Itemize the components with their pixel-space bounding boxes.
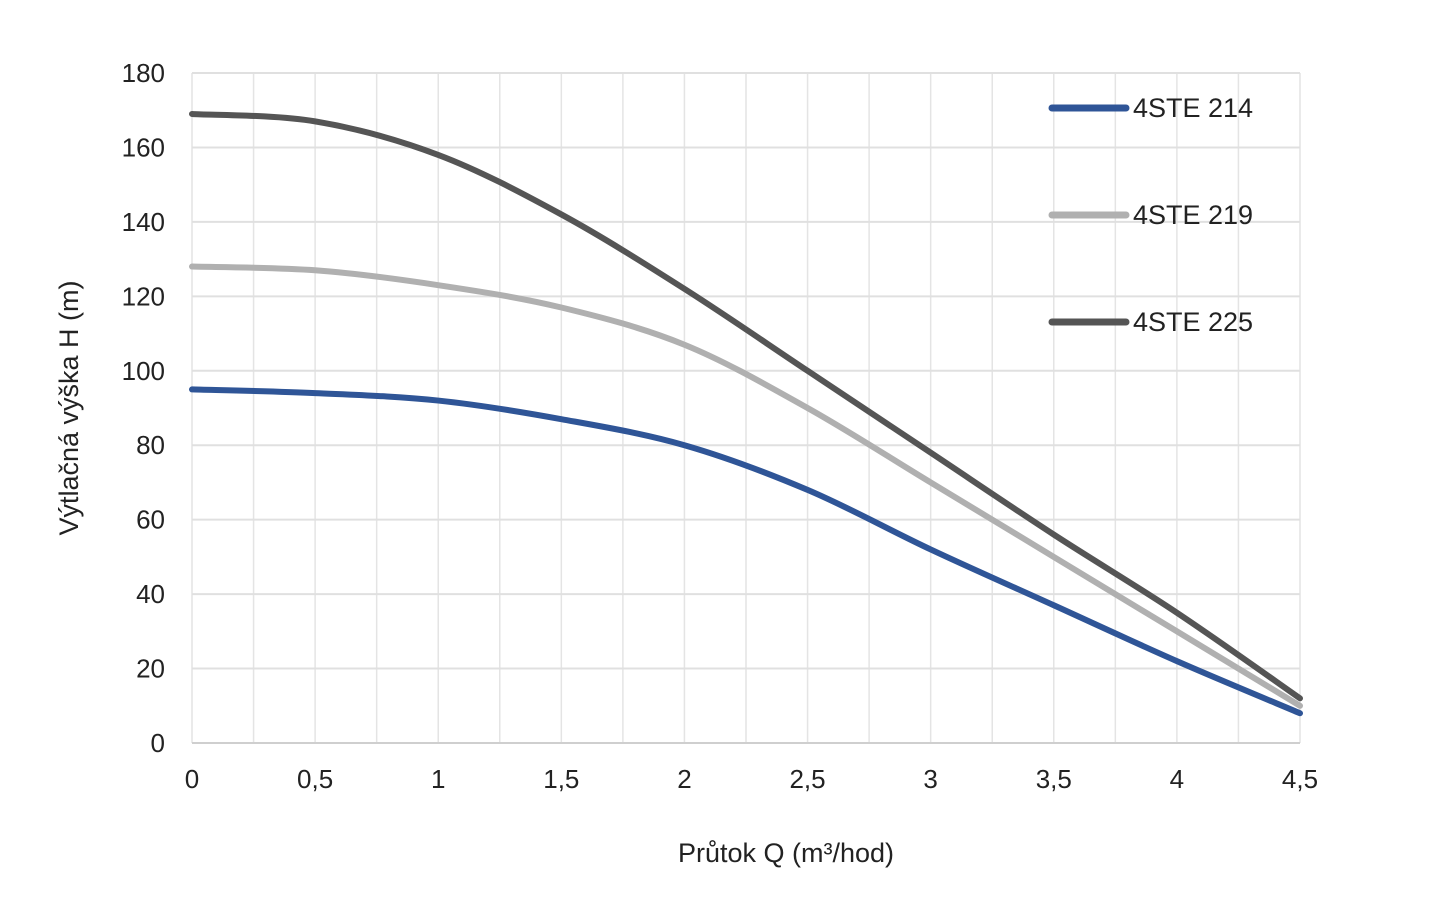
legend-label: 4STE 214 — [1133, 93, 1253, 123]
x-axis-title: Průtok Q (m³/hod) — [678, 838, 894, 868]
series-line-4ste-225 — [189, 110, 1303, 702]
x-tick-label: 3 — [923, 764, 937, 794]
legend-label: 4STE 225 — [1133, 307, 1253, 337]
series-lines — [189, 110, 1303, 717]
x-tick-label: 3,5 — [1036, 764, 1072, 794]
y-tick-label: 140 — [122, 207, 165, 237]
series-line-4ste-219 — [189, 263, 1303, 709]
x-tick-label: 1,5 — [543, 764, 579, 794]
y-tick-label: 80 — [136, 430, 165, 460]
y-tick-label: 40 — [136, 579, 165, 609]
x-axis-ticks: 0 0,5 1 1,5 2 2,5 3 3,5 4 4,5 — [185, 764, 1318, 794]
x-tick-label: 0,5 — [297, 764, 333, 794]
legend: 4STE 214 4STE 219 4STE 225 — [1048, 93, 1253, 337]
y-axis-ticks: 0 20 40 60 80 100 120 140 160 180 — [122, 58, 165, 758]
y-tick-label: 0 — [151, 728, 165, 758]
y-tick-label: 160 — [122, 132, 165, 162]
y-tick-label: 120 — [122, 281, 165, 311]
x-tick-label: 2 — [677, 764, 691, 794]
x-tick-label: 4,5 — [1282, 764, 1318, 794]
y-tick-label: 180 — [122, 58, 165, 88]
x-tick-label: 1 — [431, 764, 445, 794]
x-tick-label: 0 — [185, 764, 199, 794]
y-tick-label: 100 — [122, 356, 165, 386]
series-line-4ste-214 — [189, 386, 1303, 717]
x-tick-label: 4 — [1170, 764, 1184, 794]
y-axis-title: Výtlačná výška H (m) — [54, 280, 84, 535]
y-tick-label: 20 — [136, 654, 165, 684]
x-tick-label: 2,5 — [789, 764, 825, 794]
legend-label: 4STE 219 — [1133, 200, 1253, 230]
y-tick-label: 60 — [136, 505, 165, 535]
